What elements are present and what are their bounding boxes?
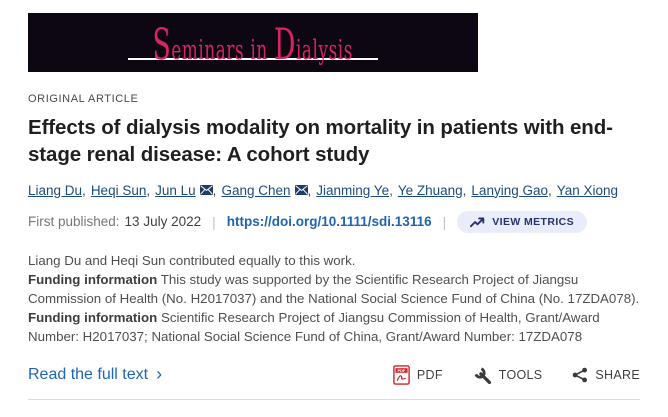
author-separator: , xyxy=(146,182,151,198)
action-buttons: PDF PDF TOOLS S xyxy=(363,365,640,386)
contribution-note: Liang Du and Heqi Sun contributed equall… xyxy=(28,252,356,268)
notes-block: Liang Du and Heqi Sun contributed equall… xyxy=(28,251,640,347)
author-separator: , xyxy=(307,182,312,198)
author-link[interactable]: Yan Xiong xyxy=(556,182,619,198)
author-link[interactable]: Jun Lu xyxy=(155,183,213,198)
author-link[interactable]: Heqi Sun xyxy=(90,182,147,198)
author-link[interactable]: Jianming Ye xyxy=(316,182,390,198)
doi-link[interactable]: https://doi.org/10.1111/sdi.13116 xyxy=(226,214,432,229)
view-metrics-button[interactable]: VIEW METRICS xyxy=(457,210,588,233)
read-full-text-link[interactable]: Read the full text › xyxy=(28,364,163,385)
tools-label: TOOLS xyxy=(498,368,543,383)
separator: | xyxy=(212,213,216,230)
article-category: ORIGINAL ARTICLE xyxy=(28,93,139,105)
pdf-label: PDF xyxy=(416,368,443,383)
author-list: Liang Du, Heqi Sun, Jun Lu , Gang Chen ,… xyxy=(28,183,640,198)
banner-underline xyxy=(128,58,378,60)
tools-button[interactable]: TOOLS xyxy=(473,366,543,385)
funding-note-2: Funding information Scientific Research … xyxy=(28,309,600,345)
author-link[interactable]: Ye Zhuang xyxy=(397,182,463,198)
author-separator: , xyxy=(547,182,552,198)
separator: | xyxy=(442,213,447,230)
journal-banner[interactable]: Seminars in Dialysis xyxy=(28,13,478,72)
envelope-icon xyxy=(294,185,308,195)
share-label: SHARE xyxy=(595,368,640,383)
trending-up-icon xyxy=(470,217,485,227)
first-published-date: 13 July 2022 xyxy=(124,214,202,229)
author-link[interactable]: Gang Chen xyxy=(221,183,308,198)
share-nodes-icon xyxy=(573,367,588,383)
journal-title: Seminars in Dialysis xyxy=(152,20,354,70)
svg-text:PDF: PDF xyxy=(397,368,406,373)
envelope-icon xyxy=(199,185,213,195)
footer-actions: Read the full text › PDF PDF TOOLS xyxy=(28,364,640,386)
publication-info: First published: 13 July 2022 | https://… xyxy=(28,210,640,233)
article-title: Effects of dialysis modality on mortalit… xyxy=(28,116,613,167)
share-button[interactable]: SHARE xyxy=(572,367,640,383)
view-metrics-label: VIEW METRICS xyxy=(492,215,575,228)
author-link[interactable]: Liang Du xyxy=(28,182,83,198)
funding-label: Funding information xyxy=(28,309,158,325)
article-page: Seminars in Dialysis ORIGINAL ARTICLE Effe… xyxy=(0,13,668,401)
pdf-button[interactable]: PDF PDF xyxy=(393,365,443,386)
author-separator: , xyxy=(389,182,393,198)
bottom-divider xyxy=(28,399,640,401)
author-separator: , xyxy=(462,182,467,198)
chevron-right-icon: › xyxy=(156,364,163,385)
author-separator: , xyxy=(212,182,217,198)
first-published-label: First published: xyxy=(28,214,120,229)
author-link[interactable]: Lanying Gao xyxy=(471,182,548,198)
funding-note-1: Funding information This study was suppo… xyxy=(28,271,640,306)
wrench-icon xyxy=(474,367,491,384)
funding-label: Funding information xyxy=(28,271,158,287)
author-separator: , xyxy=(82,182,86,198)
pdf-file-icon: PDF xyxy=(393,365,410,386)
